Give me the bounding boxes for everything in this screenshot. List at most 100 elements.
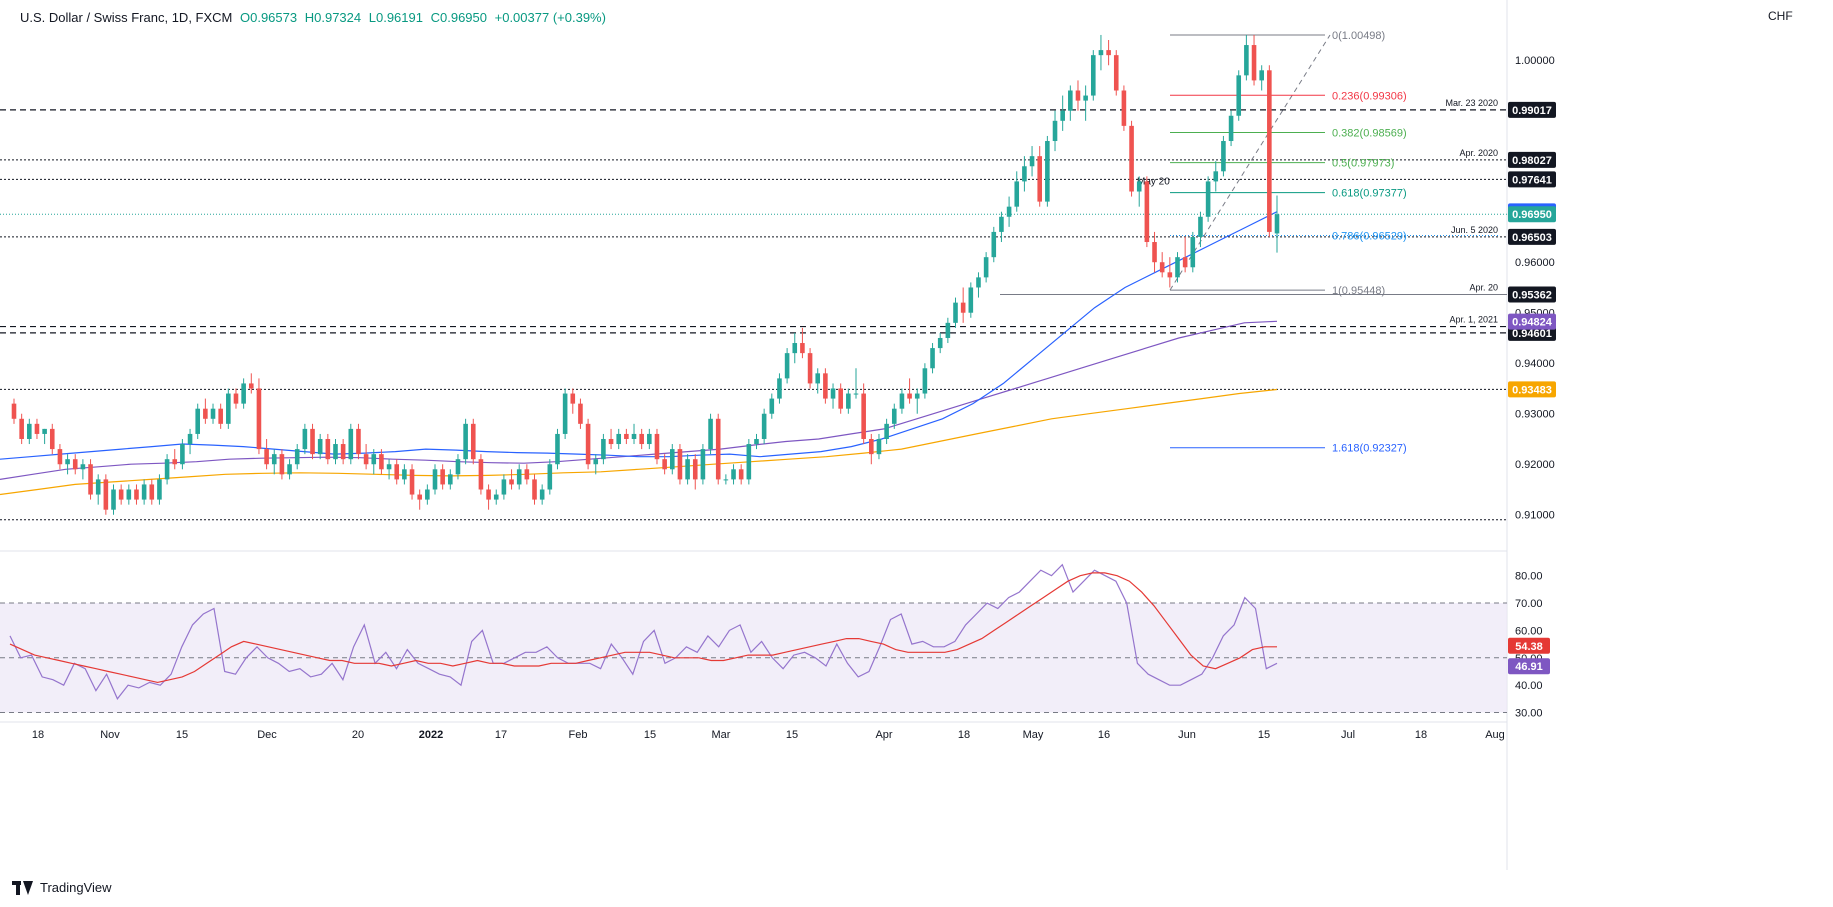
candle-body: [1175, 257, 1180, 278]
candle-body: [930, 348, 935, 369]
candle-body: [141, 484, 147, 500]
candle-body: [1136, 181, 1142, 192]
candle-body: [65, 459, 70, 465]
candle-body: [1090, 55, 1096, 96]
price-tag-text: 0.94824: [1512, 317, 1553, 329]
rsi-tick-label: 40.00: [1515, 680, 1543, 692]
time-tick-label: Mar: [712, 729, 731, 741]
candle-body: [999, 216, 1004, 232]
candle-body: [470, 423, 476, 460]
candle-body: [539, 489, 545, 500]
price-tick-label: 0.93000: [1515, 409, 1555, 421]
candle-body: [425, 489, 430, 500]
fib-level-label: 0.618(0.97377): [1332, 188, 1407, 200]
price-tag-text: 0.93483: [1512, 384, 1552, 396]
candle-body: [1274, 214, 1280, 234]
level-price-tag-text: 0.95362: [1512, 289, 1552, 301]
rsi-value-tag: [1508, 637, 1550, 654]
candle-body: [210, 408, 216, 419]
price-tag: [1508, 313, 1556, 330]
candle-body: [777, 378, 782, 399]
level-price-tag-text: 0.97641: [1512, 174, 1552, 186]
price-tag-text: 0.96950: [1512, 209, 1552, 221]
candle-body: [1152, 242, 1157, 263]
candle-body: [1205, 181, 1211, 217]
candle-body: [1190, 236, 1196, 268]
candle-body: [157, 479, 162, 500]
candle-body: [547, 464, 553, 490]
candle-body: [279, 454, 285, 475]
level-price-tag-text: 0.99017: [1512, 105, 1552, 117]
candle-body: [394, 464, 400, 480]
candle-body: [562, 393, 568, 434]
rsi-tick-label: 60.00: [1515, 625, 1543, 637]
level-price-tag-text: 0.98027: [1512, 155, 1552, 167]
candle-body: [838, 388, 843, 409]
time-tick-label: Aug: [1485, 729, 1505, 741]
candle-body: [310, 428, 315, 455]
candle-body: [1159, 262, 1165, 273]
time-tick-label: 17: [495, 729, 507, 741]
candle-body: [356, 428, 361, 455]
candle-body: [700, 449, 706, 480]
candle-body: [509, 479, 514, 485]
fib-level-label: 0.786(0.96529): [1332, 231, 1407, 243]
candle-body: [11, 403, 17, 419]
candle-body: [333, 444, 338, 460]
level-price-tag: [1508, 101, 1556, 118]
tradingview-logo[interactable]: TradingView: [12, 880, 112, 895]
candle-body: [1121, 90, 1127, 126]
candle-body: [1060, 110, 1065, 121]
candle-body: [647, 433, 652, 445]
candle-body: [27, 423, 32, 439]
candle-body: [348, 428, 354, 460]
rsi-value-tag-text: 54.38: [1515, 641, 1543, 653]
candle-body: [1221, 141, 1226, 172]
candle-body: [493, 494, 499, 500]
candle-body: [1251, 45, 1257, 81]
candle-body: [922, 368, 928, 394]
grid: [0, 0, 1508, 870]
candle-body: [914, 393, 920, 399]
candle-body: [448, 474, 453, 485]
candle-body: [432, 469, 438, 490]
sma-50-line: [0, 211, 1278, 460]
candle-body: [1182, 257, 1188, 268]
candle-body: [953, 302, 958, 323]
fib-level-label: 0.382(0.98569): [1332, 127, 1407, 139]
fib-level-label: 1.618(0.92327): [1332, 443, 1407, 455]
candle-body: [991, 231, 997, 258]
ohlc-close: C0.96950: [430, 10, 487, 25]
candle-body: [180, 444, 185, 465]
time-tick-label: May: [1023, 729, 1044, 741]
rsi-tick-label: 30.00: [1515, 708, 1543, 720]
time-tick-label: Apr: [875, 729, 892, 741]
sma-200-line: [0, 388, 1278, 496]
price-tick-label: 0.96000: [1515, 257, 1555, 269]
level-label: Apr. 1, 2021: [1449, 315, 1498, 325]
candle-body: [769, 398, 775, 414]
candles: [11, 34, 1280, 515]
candle-body: [815, 373, 821, 384]
candle-body: [463, 423, 468, 460]
axes: 0.910000.920000.930000.940000.950000.960…: [32, 55, 1556, 741]
price-tick-label: 1.00000: [1515, 55, 1555, 67]
price-tick-label: 0.94000: [1515, 358, 1555, 370]
candle-body: [409, 469, 415, 495]
candle-body: [19, 418, 24, 439]
time-tick-label: 15: [176, 729, 188, 741]
candle-body: [118, 489, 124, 500]
ohlc-change: +0.00377 (+0.39%): [494, 10, 606, 25]
candle-body: [455, 459, 461, 475]
candle-body: [233, 393, 239, 404]
fib-level-label: 0.236(0.99306): [1332, 90, 1407, 102]
candle-body: [271, 454, 277, 465]
candle-body: [88, 464, 93, 495]
candle-body: [1213, 171, 1219, 182]
price-tick-label: 0.91000: [1515, 510, 1555, 522]
candle-body: [807, 353, 813, 384]
time-tick-label: Dec: [257, 729, 277, 741]
candle-body: [516, 469, 522, 485]
candle-body: [968, 287, 974, 313]
